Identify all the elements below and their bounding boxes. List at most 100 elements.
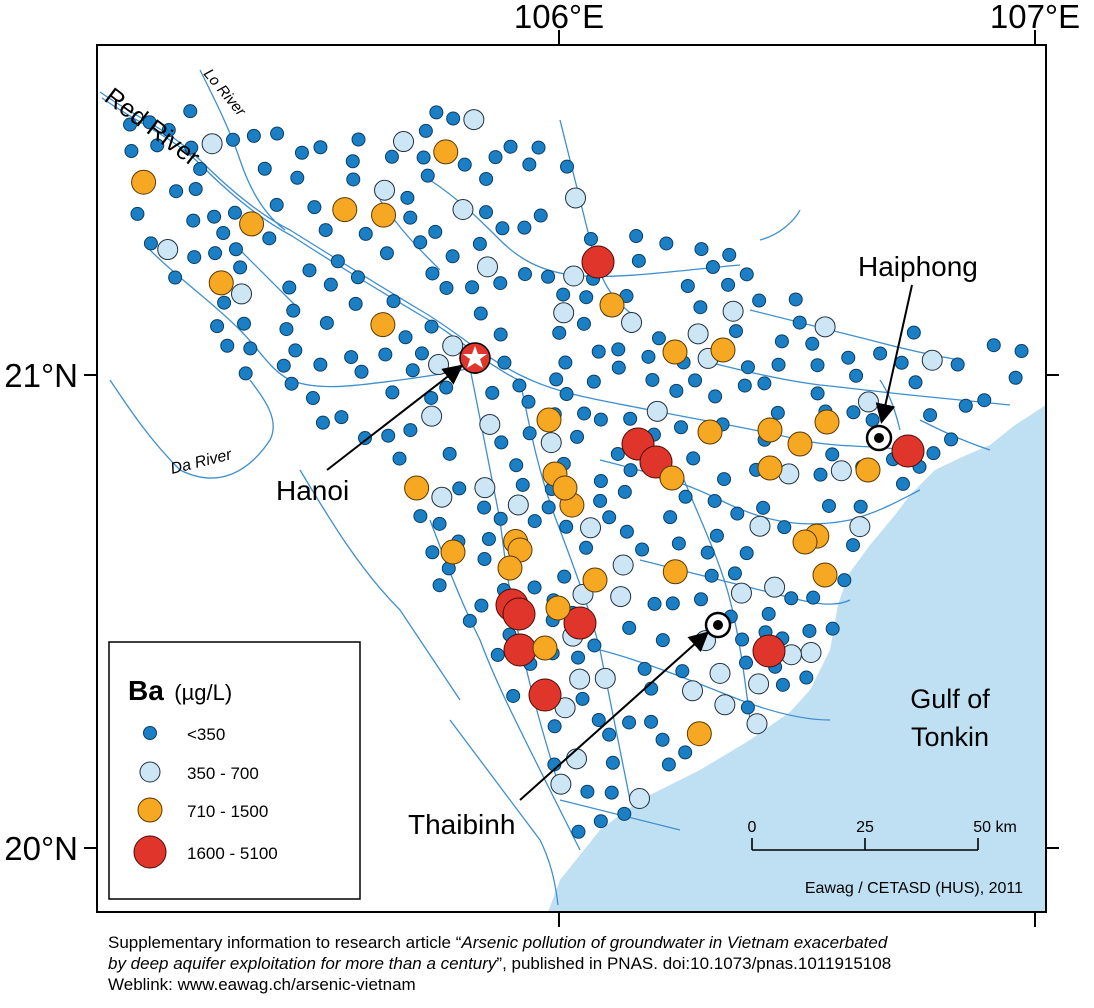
sample-point (569, 668, 591, 690)
sample-point (740, 700, 755, 715)
sample-point (771, 357, 786, 372)
sample-point (545, 595, 571, 621)
sample-point (565, 748, 587, 770)
caption-weblink: Weblink: www.eawag.ch/arsenic-vietnam (108, 975, 416, 994)
sample-point (675, 664, 690, 679)
sample-point (481, 531, 496, 546)
sample-point (392, 451, 407, 466)
sample-point (243, 341, 258, 356)
sample-point (549, 372, 564, 387)
sample-point (611, 342, 626, 357)
sample-point (124, 144, 139, 159)
sample-point (404, 475, 430, 501)
sample-point (238, 366, 253, 381)
haiphong-label: Haiphong (858, 251, 978, 282)
sample-point (332, 197, 358, 223)
sample-point (873, 346, 888, 361)
sample-point (602, 727, 617, 742)
scale-bar (751, 838, 979, 851)
sample-point (290, 170, 305, 185)
sample-point (424, 319, 439, 334)
sample-point (420, 168, 435, 183)
sample-point (986, 338, 1001, 353)
sample-point (678, 489, 693, 504)
sample-point (282, 280, 297, 295)
sample-point (637, 661, 652, 676)
sample-point (576, 316, 591, 331)
sample-point (593, 474, 608, 489)
sample-point (665, 596, 680, 611)
sample-point (400, 190, 415, 205)
sample-point (814, 409, 840, 435)
sample-point (705, 260, 720, 275)
sample-point (473, 306, 488, 321)
sample-point (207, 209, 222, 224)
sample-point (541, 500, 556, 515)
sample-point (623, 411, 638, 426)
sample-points (123, 104, 1029, 839)
sample-point (547, 719, 562, 734)
sample-point (479, 413, 501, 435)
sample-point (810, 358, 825, 373)
sample-point (594, 667, 616, 689)
sample-point (168, 270, 183, 285)
sample-point (682, 680, 704, 702)
sample-point (246, 128, 261, 143)
sample-point (527, 514, 542, 529)
sample-point (208, 270, 234, 296)
sample-point (846, 405, 861, 420)
sample-point (379, 246, 394, 261)
sample-point (579, 540, 594, 555)
sample-point (556, 287, 571, 302)
sample-point (655, 732, 670, 747)
sample-point (749, 515, 771, 537)
sample-point (563, 265, 585, 287)
sample-point (631, 253, 646, 268)
sample-point (528, 678, 562, 712)
sample-point (579, 290, 594, 305)
sample-point (217, 295, 232, 310)
sample-point (276, 358, 291, 373)
sample-point (577, 406, 592, 421)
sample-point (257, 161, 272, 176)
sample-point (488, 150, 503, 165)
sample-point (799, 670, 814, 685)
scale-tick-0: 0 (748, 819, 757, 836)
sample-point (452, 199, 474, 221)
sample-point (623, 463, 638, 478)
sample-point (429, 105, 444, 120)
sample-point (894, 355, 909, 370)
sample-point (541, 269, 556, 284)
sample-point (849, 368, 864, 383)
sample-point (183, 104, 198, 119)
sample-point (709, 528, 724, 543)
sample-point (531, 140, 546, 155)
caption-line-1: Supplementary information to research ar… (108, 932, 1083, 953)
sample-point (582, 567, 608, 593)
sample-point (477, 256, 499, 278)
sample-point (586, 374, 601, 389)
sample-point (735, 632, 750, 647)
sample-point (752, 293, 767, 308)
sample-point (558, 355, 573, 370)
sample-point (855, 457, 881, 483)
sample-point (553, 302, 575, 324)
sample-point (442, 335, 464, 357)
sample-point (788, 292, 803, 307)
sample-point (236, 316, 251, 331)
sample-point (593, 814, 608, 829)
sample-point (533, 208, 548, 223)
sample-point (792, 315, 807, 330)
sample-point (926, 446, 941, 461)
sample-point (193, 161, 208, 176)
sample-point (405, 363, 420, 378)
sample-point (612, 554, 634, 576)
sample-point (506, 688, 521, 703)
sample-point (350, 270, 365, 285)
sample-point (730, 582, 752, 604)
sample-point (787, 431, 813, 457)
sample-point (472, 236, 487, 251)
caption-suffix: ”, published in PNAS. doi:10.1073/pnas.1… (496, 954, 892, 973)
sample-point (697, 419, 723, 445)
sample-point (825, 447, 840, 462)
